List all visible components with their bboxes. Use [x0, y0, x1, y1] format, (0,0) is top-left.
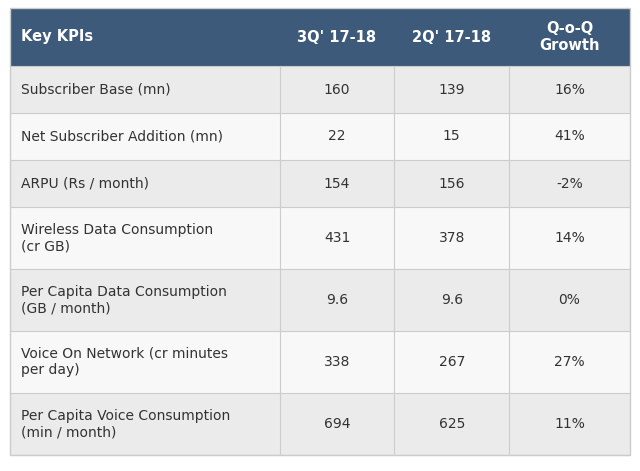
- Bar: [394, 160, 509, 207]
- Text: Net Subscriber Addition (mn): Net Subscriber Addition (mn): [21, 130, 223, 144]
- Bar: [10, 207, 280, 269]
- Text: 139: 139: [438, 82, 465, 97]
- Text: ARPU (Rs / month): ARPU (Rs / month): [21, 177, 149, 190]
- Text: Q-o-Q
Growth: Q-o-Q Growth: [540, 21, 600, 53]
- Bar: [394, 207, 509, 269]
- Bar: [394, 331, 509, 393]
- Text: 27%: 27%: [554, 355, 585, 369]
- Bar: [280, 207, 394, 269]
- Bar: [394, 66, 509, 113]
- Text: -2%: -2%: [556, 177, 583, 190]
- Bar: [10, 113, 280, 160]
- Text: 22: 22: [328, 130, 346, 144]
- Bar: [280, 66, 394, 113]
- Bar: [280, 113, 394, 160]
- Bar: [509, 66, 630, 113]
- Bar: [394, 113, 509, 160]
- Bar: [10, 393, 280, 455]
- Bar: [394, 8, 509, 66]
- Bar: [509, 113, 630, 160]
- Text: 15: 15: [443, 130, 461, 144]
- Text: 0%: 0%: [559, 293, 580, 307]
- Text: 156: 156: [438, 177, 465, 190]
- Text: 154: 154: [324, 177, 350, 190]
- Bar: [509, 160, 630, 207]
- Text: 338: 338: [324, 355, 350, 369]
- Text: 378: 378: [438, 231, 465, 245]
- Text: 41%: 41%: [554, 130, 585, 144]
- Text: 2Q' 17-18: 2Q' 17-18: [412, 30, 492, 44]
- Text: 694: 694: [324, 417, 350, 431]
- Bar: [10, 269, 280, 331]
- Text: 625: 625: [438, 417, 465, 431]
- Bar: [280, 331, 394, 393]
- Text: 9.6: 9.6: [441, 293, 463, 307]
- Bar: [280, 160, 394, 207]
- Bar: [10, 66, 280, 113]
- Text: 160: 160: [324, 82, 350, 97]
- Text: Wireless Data Consumption
(cr GB): Wireless Data Consumption (cr GB): [21, 223, 213, 253]
- Text: 267: 267: [438, 355, 465, 369]
- Bar: [280, 8, 394, 66]
- Text: Voice On Network (cr minutes
per day): Voice On Network (cr minutes per day): [21, 347, 228, 377]
- Bar: [10, 160, 280, 207]
- Text: Per Capita Data Consumption
(GB / month): Per Capita Data Consumption (GB / month): [21, 285, 227, 315]
- Bar: [280, 269, 394, 331]
- Text: Key KPIs: Key KPIs: [21, 30, 93, 44]
- Text: 16%: 16%: [554, 82, 585, 97]
- Bar: [280, 393, 394, 455]
- Text: 14%: 14%: [554, 231, 585, 245]
- Text: Per Capita Voice Consumption
(min / month): Per Capita Voice Consumption (min / mont…: [21, 409, 230, 439]
- Bar: [10, 331, 280, 393]
- Text: 3Q' 17-18: 3Q' 17-18: [298, 30, 376, 44]
- Bar: [509, 393, 630, 455]
- Bar: [509, 207, 630, 269]
- Text: 431: 431: [324, 231, 350, 245]
- Text: 9.6: 9.6: [326, 293, 348, 307]
- Bar: [394, 269, 509, 331]
- Bar: [394, 393, 509, 455]
- Text: Subscriber Base (mn): Subscriber Base (mn): [21, 82, 171, 97]
- Bar: [509, 269, 630, 331]
- Bar: [10, 8, 280, 66]
- Bar: [509, 331, 630, 393]
- Bar: [509, 8, 630, 66]
- Text: 11%: 11%: [554, 417, 585, 431]
